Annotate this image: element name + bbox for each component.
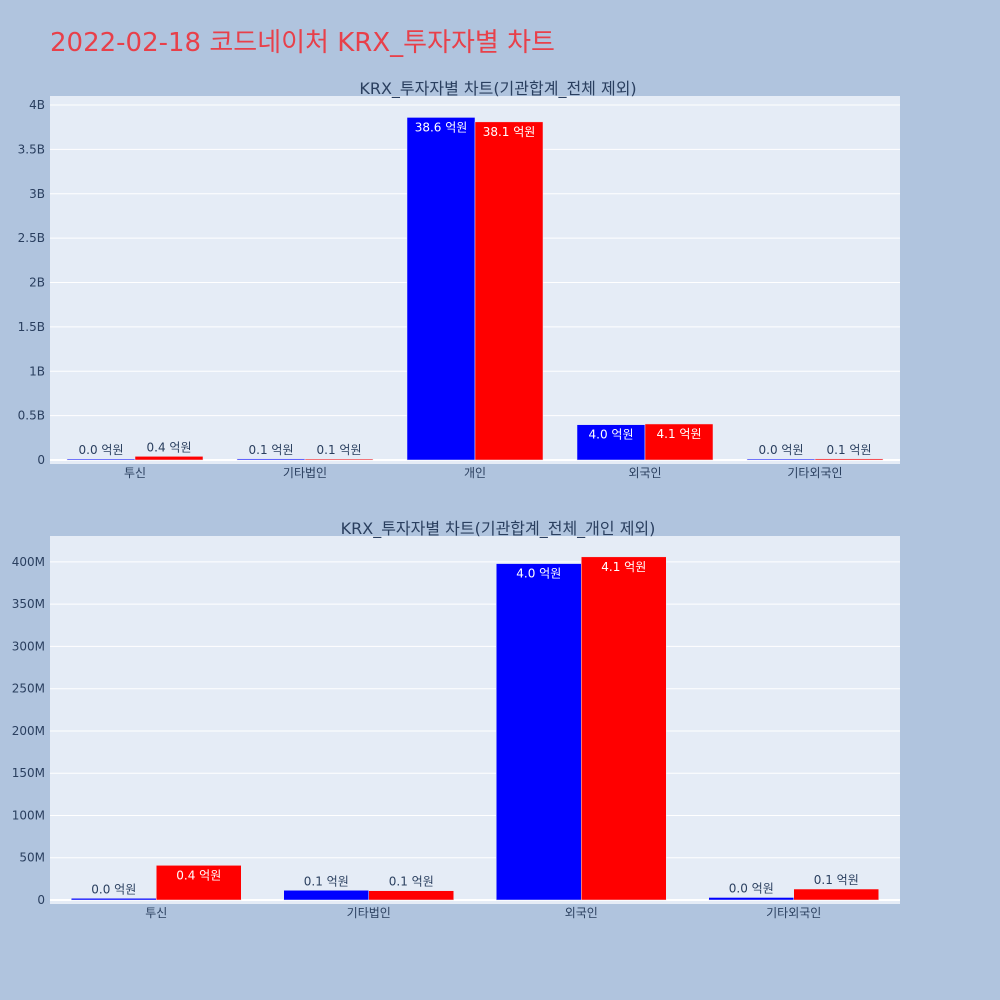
data-label: 0.4 억원: [176, 868, 221, 882]
data-label: 0.1 억원: [304, 874, 349, 888]
y-tick-label: 350M: [12, 597, 45, 611]
data-label: 4.1 억원: [657, 427, 702, 441]
page-title: 2022-02-18 코드네이처 KRX_투자자별 차트: [50, 28, 555, 58]
y-tick-label: 1.5B: [18, 320, 45, 334]
y-tick-label: 150M: [12, 766, 45, 780]
data-label: 0.0 억원: [729, 881, 774, 895]
x-tick-label: 투신: [145, 906, 167, 920]
y-tick-label: 0: [37, 893, 45, 907]
y-tick-label: 400M: [12, 555, 45, 569]
y-tick-label: 250M: [12, 682, 45, 696]
data-label: 0.0 억원: [759, 443, 804, 457]
x-tick-label: 기타외국인: [787, 466, 842, 480]
data-label: 4.0 억원: [516, 567, 561, 581]
data-label: 4.1 억원: [601, 560, 646, 574]
y-tick-label: 3.5B: [18, 142, 45, 156]
y-tick-label: 50M: [19, 851, 45, 865]
plot-area: [50, 536, 900, 904]
data-label: 0.1 억원: [389, 875, 434, 889]
y-tick-label: 200M: [12, 724, 45, 738]
x-tick-label: 기타법인: [347, 906, 391, 920]
bar: [708, 897, 794, 901]
data-label: 0.1 억원: [814, 873, 859, 887]
x-tick-label: 외국인: [565, 906, 598, 920]
x-tick-label: 기타외국인: [766, 906, 821, 920]
bar: [814, 458, 884, 461]
x-tick-label: 외국인: [628, 466, 661, 480]
data-label: 0.1 억원: [249, 443, 294, 457]
data-label: 0.4 억원: [147, 440, 192, 454]
y-tick-label: 1B: [29, 364, 45, 378]
y-tick-label: 4B: [29, 98, 45, 112]
bar: [71, 898, 157, 901]
y-tick-label: 2B: [29, 276, 45, 290]
data-label: 0.0 억원: [79, 443, 124, 457]
x-tick-label: 개인: [464, 466, 486, 480]
bar: [644, 423, 714, 461]
y-tick-label: 0.5B: [18, 409, 45, 423]
data-label: 4.0 억원: [589, 428, 634, 442]
bar: [581, 556, 667, 901]
data-label: 38.6 억원: [415, 120, 468, 134]
y-tick-label: 0: [37, 453, 45, 467]
data-label: 38.1 억원: [483, 125, 536, 139]
bar: [496, 563, 582, 901]
chart-title: KRX_투자자별 차트(기관합계_전체_개인 제외): [341, 519, 656, 539]
data-label: 0.1 억원: [317, 443, 362, 457]
y-tick-label: 100M: [12, 808, 45, 822]
x-tick-label: 기타법인: [283, 466, 327, 480]
chart-krx-investor-all: KRX_투자자별 차트(기관합계_전체 제외) 0 0.5B 1B 1.5B 2B 2.5B…: [18, 79, 900, 480]
x-tick-label: 투신: [124, 466, 146, 480]
bar: [406, 117, 476, 461]
bar: [283, 890, 369, 901]
bar: [304, 458, 374, 461]
y-tick-label: 2.5B: [18, 231, 45, 245]
chart-title: KRX_투자자별 차트(기관합계_전체 제외): [359, 79, 636, 99]
bar: [793, 888, 879, 901]
y-tick-label: 300M: [12, 639, 45, 653]
bar: [134, 456, 204, 461]
bar: [474, 121, 544, 461]
y-tick-label: 3B: [29, 187, 45, 201]
bar: [576, 424, 646, 461]
data-label: 0.1 억원: [827, 443, 872, 457]
data-label: 0.0 억원: [91, 882, 136, 896]
bar: [156, 865, 242, 901]
bar: [368, 890, 454, 901]
